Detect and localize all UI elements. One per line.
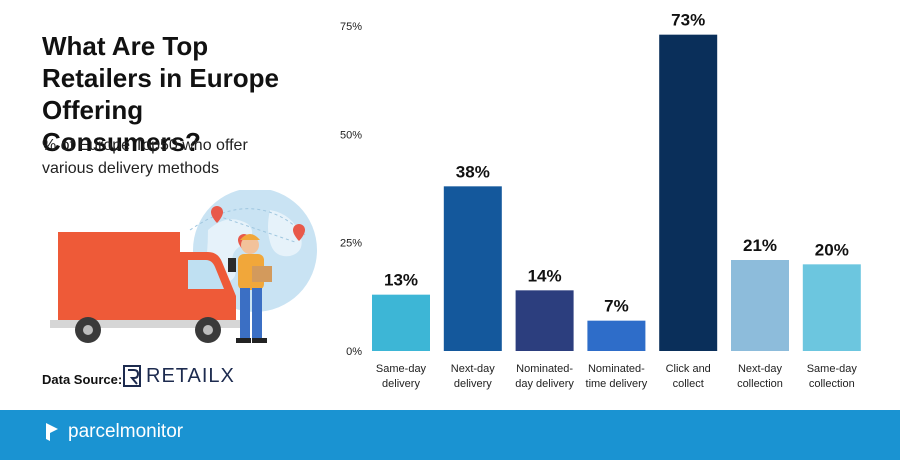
x-tick-label: day delivery	[515, 378, 574, 390]
x-tick-label: Click and	[666, 363, 711, 375]
data-label: 20%	[815, 240, 849, 259]
x-tick-label: delivery	[382, 378, 420, 390]
title-line: Offering Consumers?	[42, 95, 201, 157]
title-line: What Are Top	[42, 31, 209, 61]
parcelmonitor-logo: parcelmonitor	[44, 421, 183, 443]
parcelmonitor-logo-icon	[46, 423, 58, 441]
retailx-logo-text: RETAILX	[146, 364, 235, 387]
x-tick-label: time delivery	[586, 378, 648, 390]
x-tick-label: collection	[737, 378, 783, 390]
delivery-truck-illustration	[50, 232, 245, 343]
bar	[802, 264, 861, 351]
delivery-illustration	[50, 190, 317, 343]
data-label: 13%	[384, 271, 418, 290]
bar	[731, 260, 789, 351]
data-label: 38%	[456, 162, 490, 181]
data-source-label: Data Source:	[42, 372, 123, 387]
data-label: 14%	[528, 266, 562, 285]
subtitle-line: % of Europe Top50 who offer	[42, 137, 248, 154]
bar	[372, 294, 430, 351]
y-tick-label: 75%	[340, 21, 362, 33]
x-tick-label: Same-day	[376, 363, 427, 375]
x-tick-label: Next-day	[451, 363, 496, 375]
footer-bar	[0, 410, 900, 460]
delivery-person-illustration	[228, 234, 272, 343]
x-tick-label: Next-day	[738, 363, 783, 375]
retailx-logo-icon	[123, 365, 141, 387]
y-tick-label: 0%	[346, 346, 362, 358]
subtitle: % of Europe Top50 who offer various deli…	[42, 134, 312, 180]
data-label: 7%	[604, 297, 629, 316]
subtitle-line: various delivery methods	[42, 160, 219, 177]
parcelmonitor-logo-text: parcelmonitor	[68, 421, 184, 442]
y-tick-label: 50%	[340, 129, 362, 141]
data-label: 73%	[671, 11, 705, 30]
y-tick-label: 25%	[340, 238, 362, 250]
x-tick-label: collect	[673, 378, 704, 390]
data-label: 21%	[743, 236, 777, 255]
bar	[659, 34, 718, 352]
title-line: Retailers in Europe	[42, 63, 279, 93]
x-tick-label: Nominated-	[516, 363, 573, 375]
x-tick-label: collection	[809, 378, 855, 390]
x-tick-label: Nominated-	[588, 363, 645, 375]
page-title: What Are Top Retailers in Europe Offerin…	[42, 30, 302, 158]
x-tick-label: Same-day	[807, 363, 858, 375]
retailx-logo: RETAILX	[122, 364, 235, 388]
bar	[515, 290, 574, 351]
bar-chart: 0% 25% 50% 75% 13% Same-day delivery 38% Next-da…	[340, 11, 861, 390]
x-tick-label: delivery	[454, 378, 492, 390]
bar	[443, 186, 502, 351]
bar	[587, 320, 646, 351]
